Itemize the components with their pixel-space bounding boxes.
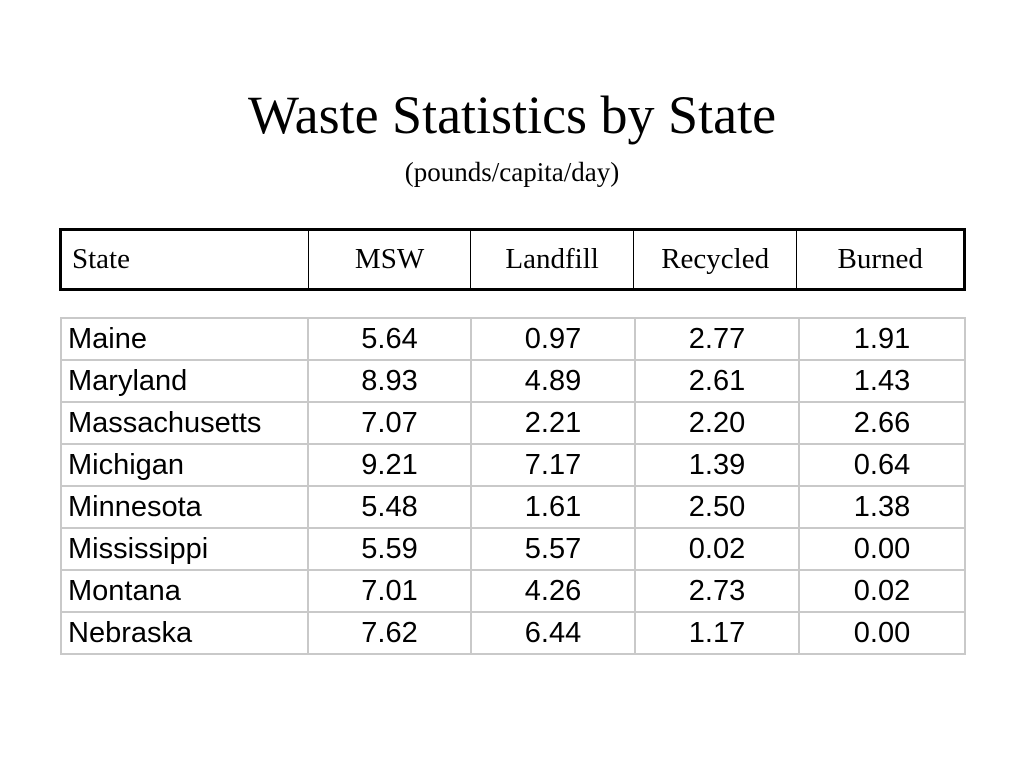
- cell-state: Massachusetts: [60, 401, 309, 445]
- cell-msw: 8.93: [307, 359, 472, 403]
- cell-burned: 1.91: [798, 317, 966, 361]
- table-row: Massachusetts 7.07 2.21 2.20 2.66: [60, 401, 966, 445]
- column-header-recycled: Recycled: [632, 229, 797, 290]
- column-header-msw: MSW: [307, 229, 471, 290]
- header-table: State MSW Landfill Recycled Burned: [59, 228, 966, 291]
- table-row: Minnesota 5.48 1.61 2.50 1.38: [60, 485, 966, 529]
- cell-state: Maryland: [60, 359, 309, 403]
- cell-burned: 0.02: [798, 569, 966, 613]
- cell-recycled: 2.77: [634, 317, 800, 361]
- cell-recycled: 2.73: [634, 569, 800, 613]
- cell-recycled: 2.50: [634, 485, 800, 529]
- cell-msw: 5.64: [307, 317, 472, 361]
- table-row: Maine 5.64 0.97 2.77 1.91: [60, 317, 966, 361]
- table-row: Nebraska 7.62 6.44 1.17 0.00: [60, 611, 966, 655]
- cell-state: Maine: [60, 317, 309, 361]
- cell-msw: 9.21: [307, 443, 472, 487]
- cell-burned: 2.66: [798, 401, 966, 445]
- cell-state: Minnesota: [60, 485, 309, 529]
- cell-landfill: 6.44: [470, 611, 636, 655]
- cell-burned: 1.38: [798, 485, 966, 529]
- table-row: Michigan 9.21 7.17 1.39 0.64: [60, 443, 966, 487]
- cell-state: Nebraska: [60, 611, 309, 655]
- cell-burned: 0.00: [798, 527, 966, 571]
- table-row: Montana 7.01 4.26 2.73 0.02: [60, 569, 966, 613]
- cell-landfill: 1.61: [470, 485, 636, 529]
- cell-state: Mississippi: [60, 527, 309, 571]
- column-header-landfill: Landfill: [470, 229, 634, 290]
- cell-landfill: 5.57: [470, 527, 636, 571]
- cell-msw: 7.01: [307, 569, 472, 613]
- cell-recycled: 2.20: [634, 401, 800, 445]
- slide-title: Waste Statistics by State: [247, 85, 777, 145]
- column-header-state: State: [72, 243, 130, 275]
- cell-msw: 5.59: [307, 527, 472, 571]
- cell-recycled: 2.61: [634, 359, 800, 403]
- cell-recycled: 0.02: [634, 527, 800, 571]
- cell-landfill: 7.17: [470, 443, 636, 487]
- table-row: Mississippi 5.59 5.57 0.02 0.00: [60, 527, 966, 571]
- cell-msw: 7.07: [307, 401, 472, 445]
- data-table: Maine 5.64 0.97 2.77 1.91 Maryland 8.93 4.89 2.6…: [60, 317, 966, 655]
- column-header-burned: Burned: [796, 229, 965, 290]
- cell-recycled: 1.39: [634, 443, 800, 487]
- cell-landfill: 4.26: [470, 569, 636, 613]
- cell-state: Montana: [60, 569, 309, 613]
- cell-msw: 5.48: [307, 485, 472, 529]
- slide-subtitle: (pounds/capita/day): [404, 157, 620, 187]
- cell-burned: 1.43: [798, 359, 966, 403]
- cell-burned: 0.64: [798, 443, 966, 487]
- cell-landfill: 2.21: [470, 401, 636, 445]
- cell-landfill: 4.89: [470, 359, 636, 403]
- cell-burned: 0.00: [798, 611, 966, 655]
- table-row: Maryland 8.93 4.89 2.61 1.43: [60, 359, 966, 403]
- cell-state: Michigan: [60, 443, 309, 487]
- cell-landfill: 0.97: [470, 317, 636, 361]
- header-row: State MSW Landfill Recycled Burned: [61, 229, 965, 290]
- cell-recycled: 1.17: [634, 611, 800, 655]
- cell-msw: 7.62: [307, 611, 472, 655]
